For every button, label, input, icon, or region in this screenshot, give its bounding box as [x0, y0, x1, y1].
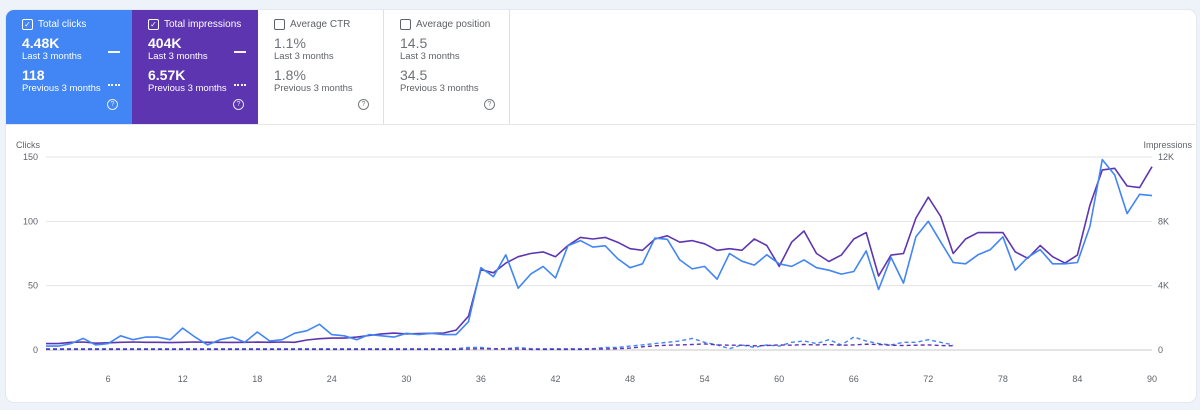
chart-svg: 150 12K 100 8K 50 4K 0 0 6 12 18 24 30 36 42 48 54 60 66 72… — [23, 152, 1174, 384]
metric-value: 1.1% — [274, 35, 306, 51]
right-tick-label: 0 — [1158, 345, 1163, 355]
metric-value: 14.5 — [400, 35, 428, 51]
x-tick-label: 60 — [774, 374, 784, 384]
checkbox-icon[interactable] — [274, 18, 285, 30]
left-tick-label: 150 — [23, 152, 38, 162]
checkbox-icon[interactable]: ✓ — [22, 18, 33, 30]
solid-line-legend-icon — [108, 51, 120, 53]
x-tick-label: 12 — [178, 374, 188, 384]
metric-label: Total impressions — [164, 18, 242, 30]
dotted-line-legend-icon — [234, 84, 246, 86]
series-line-previous-impressions — [46, 343, 954, 351]
metric-period: Last 3 months — [274, 51, 334, 62]
metric-value: 404K — [148, 35, 182, 51]
metric-cards: ✓ Total clicks 4.48K Last 3 months 118 P… — [6, 10, 510, 124]
x-tick-label: 90 — [1147, 374, 1157, 384]
right-tick-label: 4K — [1158, 281, 1169, 291]
x-tick-label: 54 — [700, 374, 710, 384]
left-tick-label: 100 — [23, 216, 38, 226]
x-tick-label: 66 — [849, 374, 859, 384]
metric-previous-value: 118 — [22, 67, 45, 83]
x-tick-label: 72 — [923, 374, 933, 384]
metric-previous-period: Previous 3 months — [400, 83, 479, 94]
x-tick-label: 30 — [401, 374, 411, 384]
metric-card-total-clicks[interactable]: ✓ Total clicks 4.48K Last 3 months 118 P… — [6, 10, 132, 124]
metric-label: Total clicks — [38, 18, 87, 30]
metric-previous-value: 34.5 — [400, 67, 428, 83]
metric-value: 4.48K — [22, 35, 60, 51]
right-tick-label: 8K — [1158, 216, 1169, 226]
right-axis-title: Impressions — [1143, 140, 1192, 150]
x-tick-label: 24 — [327, 374, 337, 384]
dotted-line-legend-icon — [108, 84, 120, 86]
solid-line-legend-icon — [234, 51, 246, 53]
left-tick-label: 0 — [33, 345, 38, 355]
x-tick-label: 84 — [1072, 374, 1082, 384]
metric-label: Average position — [416, 18, 491, 30]
metric-previous-period: Previous 3 months — [274, 83, 353, 94]
help-icon[interactable]: ? — [107, 99, 118, 110]
x-tick-label: 18 — [252, 374, 262, 384]
metric-previous-period: Previous 3 months — [148, 83, 227, 94]
help-icon[interactable]: ? — [484, 99, 495, 110]
metric-period: Last 3 months — [400, 51, 460, 62]
metric-card-average-position[interactable]: Average position 14.5 Last 3 months 34.5… — [384, 10, 510, 124]
metric-label: Average CTR — [290, 18, 351, 30]
checkbox-icon[interactable]: ✓ — [148, 18, 159, 30]
right-tick-label: 12K — [1158, 152, 1174, 162]
checkbox-icon[interactable] — [400, 18, 411, 30]
x-tick-label: 6 — [106, 374, 111, 384]
series-line-total-impressions — [46, 166, 1153, 345]
series-line-total-clicks — [46, 158, 1153, 347]
x-tick-label: 36 — [476, 374, 486, 384]
metric-previous-period: Previous 3 months — [22, 83, 101, 94]
x-tick-label: 42 — [550, 374, 560, 384]
metric-previous-value: 6.57K — [148, 67, 186, 83]
help-icon[interactable]: ? — [358, 99, 369, 110]
left-tick-label: 50 — [28, 281, 38, 291]
left-axis-title: Clicks — [16, 140, 40, 150]
help-icon[interactable]: ? — [233, 99, 244, 110]
x-tick-label: 48 — [625, 374, 635, 384]
metric-card-average-ctr[interactable]: Average CTR 1.1% Last 3 months 1.8% Prev… — [258, 10, 384, 124]
metric-previous-value: 1.8% — [274, 67, 306, 83]
metric-period: Last 3 months — [22, 51, 82, 62]
metric-card-total-impressions[interactable]: ✓ Total impressions 404K Last 3 months 6… — [132, 10, 258, 124]
card-divider — [6, 124, 1196, 125]
performance-panel: ✓ Total clicks 4.48K Last 3 months 118 P… — [6, 10, 1196, 402]
x-tick-label: 78 — [998, 374, 1008, 384]
metric-period: Last 3 months — [148, 51, 208, 62]
